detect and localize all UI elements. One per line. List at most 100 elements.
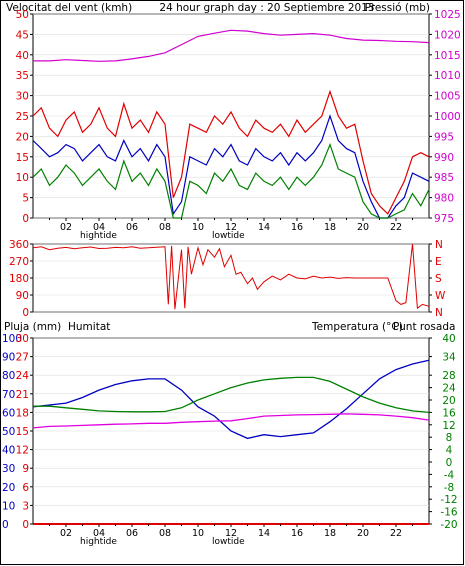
wind-tick-label: 45	[16, 29, 29, 41]
hour-axis-bottom-tick-label: 16	[291, 528, 303, 539]
direction-tick-label: 90	[16, 290, 29, 302]
temperature-tick-label: 8	[446, 432, 453, 444]
hour-axis-bottom-tick-label: 12	[225, 528, 237, 539]
temperature-tick-label: 0	[446, 457, 453, 469]
temperature-tick-label: 20	[442, 395, 455, 407]
pressure-tick-label: 1015	[434, 50, 461, 62]
hour-axis-top-tick-label: 18	[324, 222, 336, 233]
compass-label: N	[435, 239, 443, 251]
rain-tick-label: 0	[22, 519, 29, 531]
pressure-tick-label: 980	[434, 193, 454, 205]
wind-direction-line	[32, 243, 430, 310]
hour-axis-top-tick-label: 10	[192, 222, 204, 233]
hightide-label-top: hightide	[80, 231, 117, 241]
pressure-tick-label: 1010	[434, 70, 461, 82]
rain-tick-label: 9	[22, 463, 29, 475]
pressure-line	[33, 29, 430, 62]
direction-tick-label: 360	[9, 239, 29, 251]
humidity-tick-label: 20	[2, 482, 15, 494]
wind-tick-label: 10	[16, 172, 29, 184]
pressure-tick-label: 975	[434, 213, 454, 225]
wind-tick-label: 35	[16, 70, 29, 82]
hour-axis-bottom-tick-label: 20	[357, 528, 369, 539]
humidity-tick-label: 50	[2, 426, 15, 438]
humidity-tick-label: 40	[2, 445, 15, 457]
hightide-label-bottom: hightide	[80, 537, 117, 547]
hour-axis-bottom-tick-label: 08	[159, 528, 171, 539]
humidity-tick-label: 10	[2, 500, 15, 512]
hour-axis-bottom-tick-label: 14	[258, 528, 270, 539]
temperature-tick-label: 16	[442, 407, 456, 419]
lowtide-label-bottom: lowtide	[212, 537, 245, 547]
hour-axis-bottom-tick-label: 02	[60, 528, 72, 539]
direction-tick-label: 0	[22, 307, 29, 319]
humidity-tick-label: 70	[2, 389, 15, 401]
chart-title: 24 hour graph day : 20 Septiembre 2013	[159, 2, 374, 14]
humidity-tick-label: 90	[2, 352, 15, 364]
wind-tick-label: 15	[16, 152, 29, 164]
wind-avg-line	[32, 114, 430, 219]
humidity-tick-label: 60	[2, 407, 15, 419]
temperature-tick-label: -8	[444, 482, 454, 494]
dew-point-line	[32, 413, 430, 429]
wind-tick-label: 50	[16, 9, 29, 21]
compass-label: N	[435, 307, 443, 319]
hour-axis-top-tick-label: 02	[60, 222, 72, 233]
pressure-tick-label: 995	[434, 131, 454, 143]
pressure-tick-label: 1025	[434, 9, 461, 21]
humidity-tick-label: 80	[2, 370, 15, 382]
hour-axis-bottom-tick-label: 18	[324, 528, 336, 539]
pressure-tick-label: 1020	[434, 29, 461, 41]
temperature-tick-label: 4	[446, 445, 453, 457]
pressure-axis-title: Pressió (mb)	[365, 2, 430, 14]
temperature-tick-label: 40	[442, 333, 455, 345]
temperature-tick-label: -4	[444, 469, 455, 481]
rain-tick-label: 3	[22, 500, 29, 512]
rain-tick-label: 21	[16, 389, 29, 401]
temperature-tick-label: 34	[442, 352, 456, 364]
pressure-tick-label: 1005	[434, 91, 461, 103]
humidity-tick-label: 30	[2, 463, 15, 475]
hour-axis-top-tick-label: 16	[291, 222, 303, 233]
rain-tick-label: 18	[16, 407, 29, 419]
hour-axis-top-tick-label: 04	[93, 222, 105, 233]
temperature-line	[33, 376, 430, 414]
temperature-tick-label: 24	[442, 383, 456, 395]
rain-axis-title: Pluja (mm)	[4, 321, 61, 333]
compass-label: S	[435, 273, 442, 285]
compass-label: E	[435, 256, 442, 268]
dew-point-axis-title: Punt rosada	[393, 321, 455, 333]
temperature-tick-label: -12	[440, 494, 457, 506]
hour-axis-top-tick-label: 06	[126, 222, 138, 233]
rain-tick-label: 6	[22, 482, 29, 494]
wind-axis-title: Velocitat del vent (kmh)	[6, 2, 132, 14]
hour-axis-top-tick-label: 20	[357, 222, 369, 233]
humidity-line	[32, 359, 430, 440]
wind-tick-label: 5	[22, 193, 29, 205]
wind-tick-label: 25	[16, 111, 29, 123]
wind-tick-label: 0	[22, 213, 29, 225]
temperature-tick-label: -16	[440, 507, 457, 519]
rain-tick-label: 12	[16, 445, 29, 457]
hour-axis-bottom-tick-label: 10	[192, 528, 204, 539]
humidity-tick-label: 0	[2, 519, 9, 531]
hour-axis-top-tick-label: 14	[258, 222, 270, 233]
hour-axis-bottom-tick-label: 06	[126, 528, 138, 539]
wind-tick-label: 20	[16, 131, 29, 143]
rain-tick-label: 15	[16, 426, 29, 438]
pressure-tick-label: 990	[434, 152, 454, 164]
temperature-axis-title: Temperatura (°C)	[311, 321, 403, 333]
hour-axis-bottom-tick-label: 04	[93, 528, 105, 539]
temperature-tick-label: -20	[440, 519, 457, 531]
humidity-tick-label: 100	[2, 333, 22, 345]
pressure-tick-label: 985	[434, 172, 454, 184]
hour-axis-bottom-tick-label: 22	[390, 528, 402, 539]
humidity-axis-title: Humitat	[68, 321, 110, 333]
rain-tick-label: 27	[16, 352, 29, 364]
hour-axis-top-tick-label: 12	[225, 222, 237, 233]
wind-max-line	[32, 89, 430, 215]
lowtide-label-top: lowtide	[212, 231, 245, 241]
